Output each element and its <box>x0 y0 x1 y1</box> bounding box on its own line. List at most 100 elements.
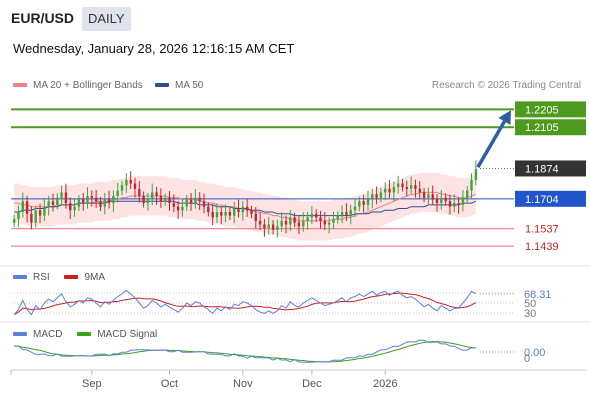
candle-body <box>289 217 292 225</box>
candle-body <box>237 208 240 213</box>
macd-signal-swatch <box>77 332 92 337</box>
candle-body <box>293 217 296 223</box>
ma20-swatch <box>13 83 27 88</box>
rsi-ma-swatch <box>64 275 79 280</box>
candle-body <box>414 185 417 189</box>
level-label-1.1704: 1.1704 <box>525 194 559 206</box>
macd-value-label: 0.00 <box>524 347 545 359</box>
rsi-ma-legend-label: 9MA <box>84 272 106 283</box>
rsi-line <box>13 289 477 316</box>
candle-body <box>340 212 344 216</box>
candle-body <box>336 215 339 220</box>
legend-ma50-label: MA 50 <box>175 80 204 91</box>
time-tick-label-Oct: Oct <box>161 378 178 390</box>
candle-body <box>181 206 184 211</box>
candle-body <box>56 197 59 205</box>
time-axis: Sep Oct Nov Dec 2026 <box>10 369 586 390</box>
candle-body <box>64 192 68 204</box>
rsi-value-label: 68.31 <box>524 289 552 301</box>
candle-body <box>310 213 314 218</box>
candle-body <box>47 201 50 207</box>
candle-body <box>267 224 270 229</box>
level-label-1.2205: 1.2205 <box>525 104 559 116</box>
candle-body <box>95 197 98 202</box>
candle-body <box>112 196 115 204</box>
candle-body <box>202 201 206 207</box>
candle-body <box>444 197 447 202</box>
candle-body <box>77 199 81 207</box>
rsi-legend-label: RSI <box>33 272 50 283</box>
forecast-arrow-shaft <box>476 114 510 169</box>
forecast-arrow-head <box>498 110 511 125</box>
candle-body <box>60 192 63 198</box>
rsi-legend: RSI 9MA <box>13 272 105 283</box>
timeframe-badge[interactable]: DAILY <box>82 7 131 31</box>
candle-body <box>82 199 85 204</box>
candle-body <box>142 196 145 204</box>
candle-body <box>129 179 132 184</box>
time-tick-label-2026: 2026 <box>373 378 397 390</box>
candle-body <box>466 190 469 198</box>
candle-body <box>263 224 266 229</box>
candle-body <box>457 203 460 205</box>
candle-body <box>168 197 171 204</box>
candle-body <box>397 183 400 188</box>
level-label-1.2105: 1.2105 <box>525 122 559 134</box>
candle-body <box>328 222 331 225</box>
candle-body <box>379 192 383 198</box>
candle-body <box>297 222 301 227</box>
level-badge-1.2105 <box>515 119 586 136</box>
candle-body <box>405 187 408 189</box>
rsi-swatch <box>13 275 27 280</box>
rsi-level-label-50: 50 <box>524 298 536 310</box>
candle-body <box>401 183 404 188</box>
level-label-1.1537: 1.1537 <box>525 224 559 236</box>
level-badge-1.1874 <box>515 160 586 177</box>
candle-body <box>366 199 370 205</box>
candle-body <box>86 196 89 204</box>
candle-body <box>172 203 175 207</box>
candle-body <box>228 212 232 216</box>
main-price-panel: 1.2205 1.2105 1.1874 1.1704 1.1537 1.1439 <box>0 101 590 267</box>
candle-body <box>371 194 374 200</box>
time-tick-label-Dec: Dec <box>302 378 322 390</box>
candle-body <box>116 190 119 196</box>
credit-text: Research © 2026 Trading Central <box>431 80 581 91</box>
ma50-line <box>14 200 476 217</box>
candle-body <box>388 188 391 193</box>
legend-ma20: MA 20 + Bollinger Bands <box>13 80 143 91</box>
candle-body <box>254 213 257 221</box>
candle-body <box>349 210 352 216</box>
candle-body <box>69 203 72 211</box>
rsi-level-label-30: 30 <box>524 308 536 320</box>
macd-legend-label: MACD <box>33 329 63 340</box>
candle-body <box>422 192 426 198</box>
candle-body <box>276 226 279 230</box>
candle-body <box>207 206 210 213</box>
candle-body <box>30 213 33 223</box>
macd-signal-line <box>14 341 476 363</box>
legend-ma20-label: MA 20 + Bollinger Bands <box>33 80 143 91</box>
candle-body <box>284 220 288 225</box>
candle-body <box>133 183 137 189</box>
candle-body <box>233 208 236 216</box>
candle-body <box>21 201 24 212</box>
candle-body <box>280 220 283 227</box>
candle-body <box>164 197 167 202</box>
candle-body <box>151 192 154 200</box>
candle-body <box>25 201 29 214</box>
candle-body <box>384 188 387 193</box>
candle-body <box>461 197 465 205</box>
candle-body <box>189 199 193 204</box>
candle-body <box>125 179 128 186</box>
candle-body <box>103 199 106 207</box>
candle-body <box>474 169 478 180</box>
candle-body <box>427 194 430 198</box>
candle-body <box>107 199 111 204</box>
candle-body <box>13 219 16 223</box>
candle-body <box>435 199 439 204</box>
level-label-1.1874: 1.1874 <box>525 163 559 175</box>
candle-body <box>448 201 452 207</box>
candle-body <box>271 224 275 230</box>
